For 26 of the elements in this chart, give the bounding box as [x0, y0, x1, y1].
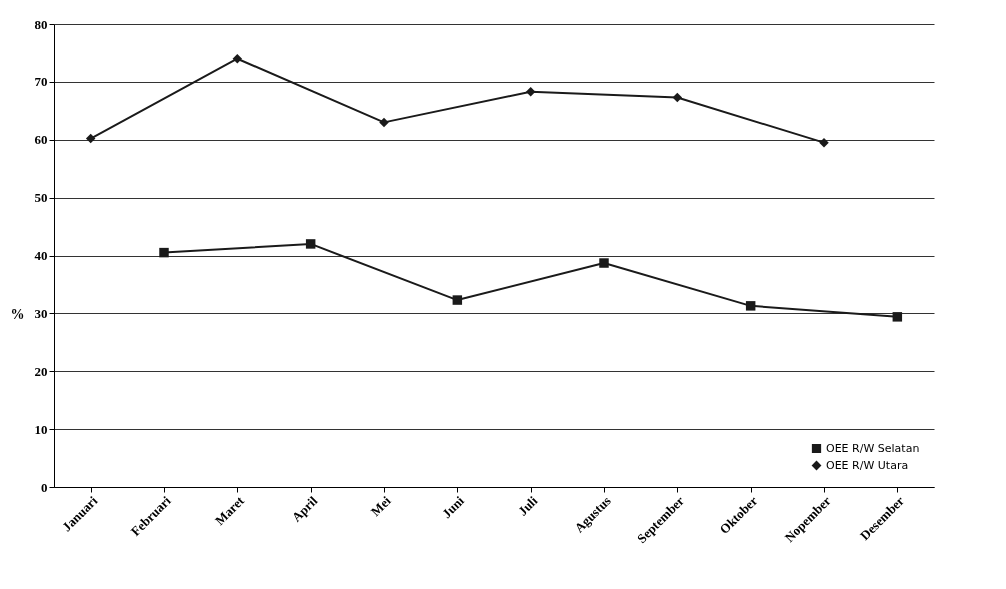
y-tick-label: 20: [34, 363, 48, 379]
point: [85, 133, 96, 144]
point: [745, 301, 756, 311]
point: [892, 312, 903, 322]
point: [525, 86, 536, 97]
point: [819, 137, 829, 148]
x-tick-label: Juli: [514, 492, 541, 519]
legend-label: OEE R/W Selatan: [826, 441, 920, 455]
point: [672, 92, 683, 103]
point: [599, 258, 609, 268]
x-tick-label: Mei: [367, 492, 394, 520]
y-tick-label: 0: [41, 479, 48, 495]
y-tick-label: 10: [34, 421, 48, 437]
y-tick-label: 30: [34, 305, 48, 321]
y-tick-label: 70: [34, 74, 48, 90]
y-tick-label: 80: [34, 16, 48, 32]
y-tick-label: 60: [34, 132, 48, 148]
y-tick-label: 40: [34, 248, 48, 263]
point: [232, 53, 243, 64]
y-axis-title: %: [10, 306, 25, 322]
y-tick-label: 50: [34, 190, 48, 206]
point: [305, 239, 316, 249]
point: [159, 247, 169, 258]
point: [452, 295, 463, 305]
legend-label: OEE R/W Utara: [826, 458, 909, 472]
point: [379, 117, 389, 128]
